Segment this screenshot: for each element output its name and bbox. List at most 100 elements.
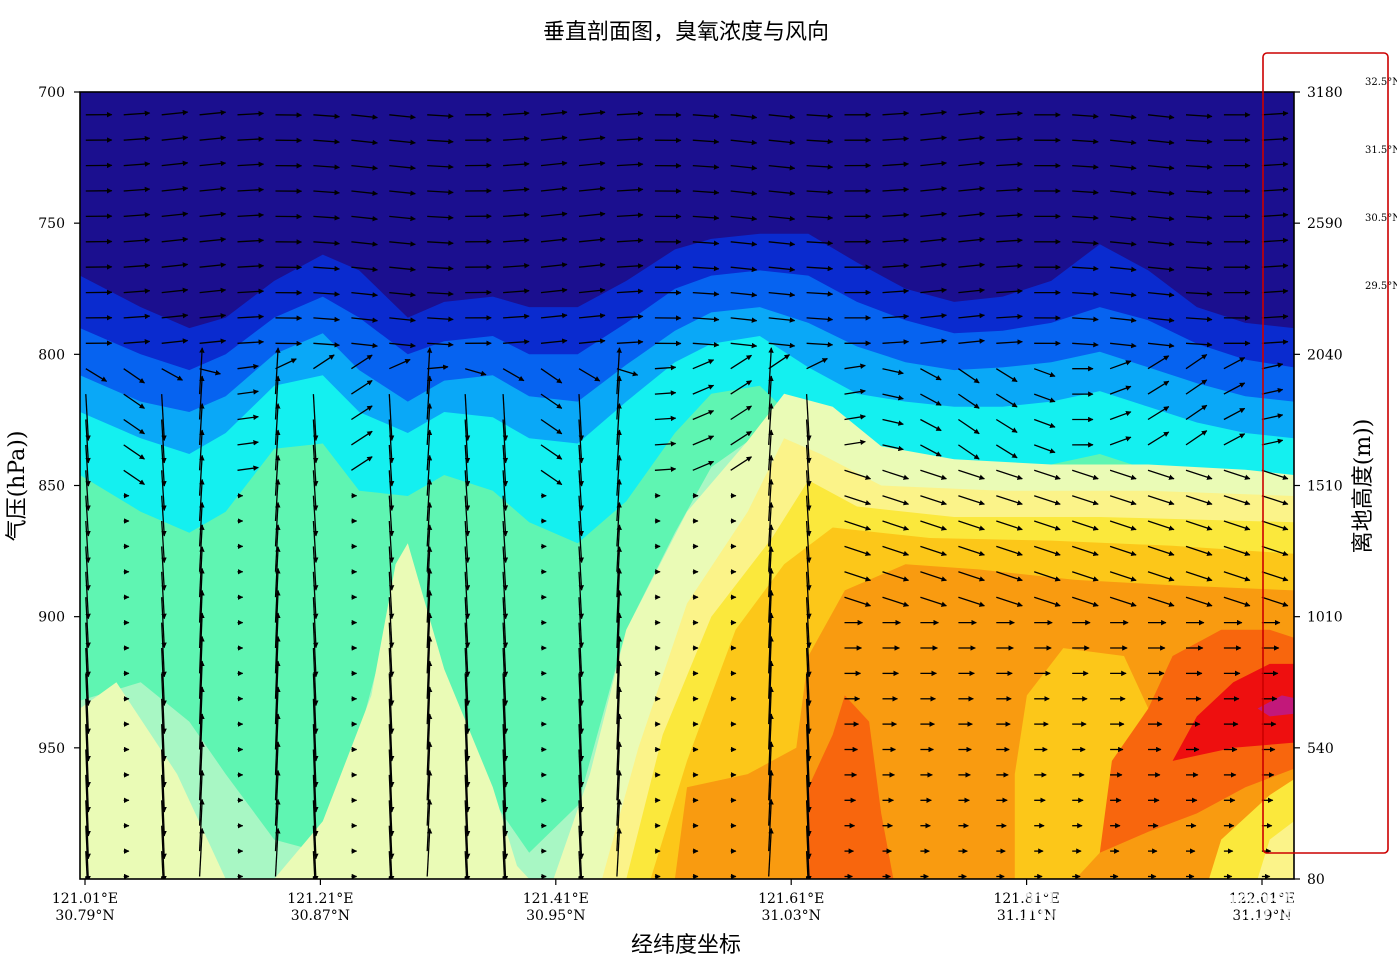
x-tick-lat: 31.11°N (997, 908, 1056, 924)
wind-arrow (1223, 571, 1251, 582)
wind-arrow (123, 469, 145, 486)
wind-arrow (996, 545, 1023, 557)
wind-arrow (1147, 114, 1175, 120)
wind-arrow (85, 495, 91, 537)
wind-arrow (882, 186, 910, 193)
wind-arrow (920, 338, 947, 344)
wind-arrow (996, 469, 1023, 480)
wind-arrow (427, 341, 454, 348)
pressure-tick-label: 900 (38, 610, 65, 626)
wind-arrow (616, 161, 644, 168)
wind-arrow (1147, 495, 1175, 506)
wind-arrow (313, 164, 340, 170)
wind-arrow (996, 288, 1023, 294)
wind-arrow (578, 622, 585, 678)
wind-arrow (540, 160, 568, 167)
latitude-side-ticks: 32.5°N 31.5°N 30.5°N 29.5°N (1365, 77, 1397, 292)
wind-arrow (502, 698, 509, 762)
wind-arrow (198, 478, 205, 522)
wind-arrow (503, 212, 530, 218)
wind-arrow (540, 186, 568, 192)
wind-arrow (237, 212, 265, 218)
wind-arrow (882, 339, 910, 345)
wind-arrow (1033, 545, 1061, 557)
wind-arrow (389, 190, 416, 196)
wind-arrow (1033, 571, 1061, 582)
wind-arrow (85, 419, 91, 464)
wind-arrow (920, 495, 947, 506)
wind-arrow (806, 316, 834, 323)
wind-arrow (996, 110, 1023, 117)
pressure-axis-ticks: 700 750 800 850 900 950 (38, 85, 80, 757)
wind-arrow (503, 110, 530, 117)
wind-arrow (958, 495, 985, 506)
wind-arrow (768, 375, 774, 420)
wind-arrow (692, 316, 720, 323)
wind-arrow (502, 546, 509, 591)
wind-arrow (161, 825, 167, 879)
wind-arrow (1072, 341, 1099, 348)
wind-arrow (1223, 469, 1251, 480)
wind-arrow (1185, 265, 1213, 272)
wind-arrow (730, 190, 758, 196)
wind-arrow (578, 262, 606, 268)
wind-arrow (1147, 520, 1175, 531)
wind-arrow (1261, 571, 1289, 582)
wind-arrow (578, 394, 585, 441)
wind-arrow (502, 724, 509, 788)
wind-arrow (768, 139, 796, 146)
x-tick-lon: 121.21°E (287, 891, 353, 907)
wind-arrow (805, 546, 812, 591)
wind-arrow (616, 237, 644, 244)
wind-arrow (161, 312, 189, 319)
wind-arrow (312, 444, 319, 487)
wind-arrow (1109, 436, 1132, 446)
wind-arrow (1185, 495, 1213, 506)
wind-arrow (388, 622, 395, 678)
wind-arrow (161, 495, 167, 537)
wind-arrow (161, 160, 189, 167)
wind-arrow (1147, 571, 1175, 582)
wind-arrow (464, 724, 471, 788)
wind-arrow (958, 186, 985, 192)
wind-arrow (1261, 186, 1289, 193)
wind-arrow (1261, 520, 1289, 531)
wind-arrow (768, 164, 796, 171)
wind-arrow (502, 749, 509, 813)
wind-arrow (123, 288, 151, 294)
wind-arrow (312, 698, 319, 762)
x-tick-lon: 121.81°E (993, 891, 1059, 907)
wind-arrow (995, 368, 1018, 383)
wind-arrow (161, 673, 167, 735)
wind-arrow (920, 262, 947, 268)
wind-arrow (464, 622, 471, 678)
wind-arrow (730, 430, 752, 446)
wind-arrow (312, 520, 319, 564)
wind-arrow (1110, 215, 1137, 222)
wind-arrow (1147, 317, 1175, 323)
wind-arrow (502, 394, 509, 441)
wind-arrow (312, 851, 316, 879)
wind-arrow (1071, 596, 1099, 607)
wind-arrow (312, 825, 319, 879)
wind-arrow (85, 597, 91, 649)
wind-arrow (920, 520, 947, 531)
wind-arrow (805, 394, 812, 441)
pressure-tick-label: 950 (38, 741, 65, 757)
wind-arrow (654, 415, 677, 422)
wind-arrow (616, 769, 622, 826)
wind-arrow (578, 800, 585, 860)
wind-arrow (1033, 393, 1056, 403)
wind-arrow (464, 851, 468, 879)
wind-arrow (768, 317, 796, 323)
wind-arrow (1261, 413, 1284, 421)
wind-arrow (85, 444, 91, 487)
wind-arrow (578, 287, 606, 294)
wind-arrow (1072, 316, 1099, 323)
wind-arrow (313, 240, 340, 246)
wind-arrow (844, 495, 872, 506)
wind-arrow (161, 520, 167, 564)
wind-arrow (920, 160, 947, 167)
wind-arrow (540, 262, 568, 268)
wind-arrow (388, 698, 395, 762)
